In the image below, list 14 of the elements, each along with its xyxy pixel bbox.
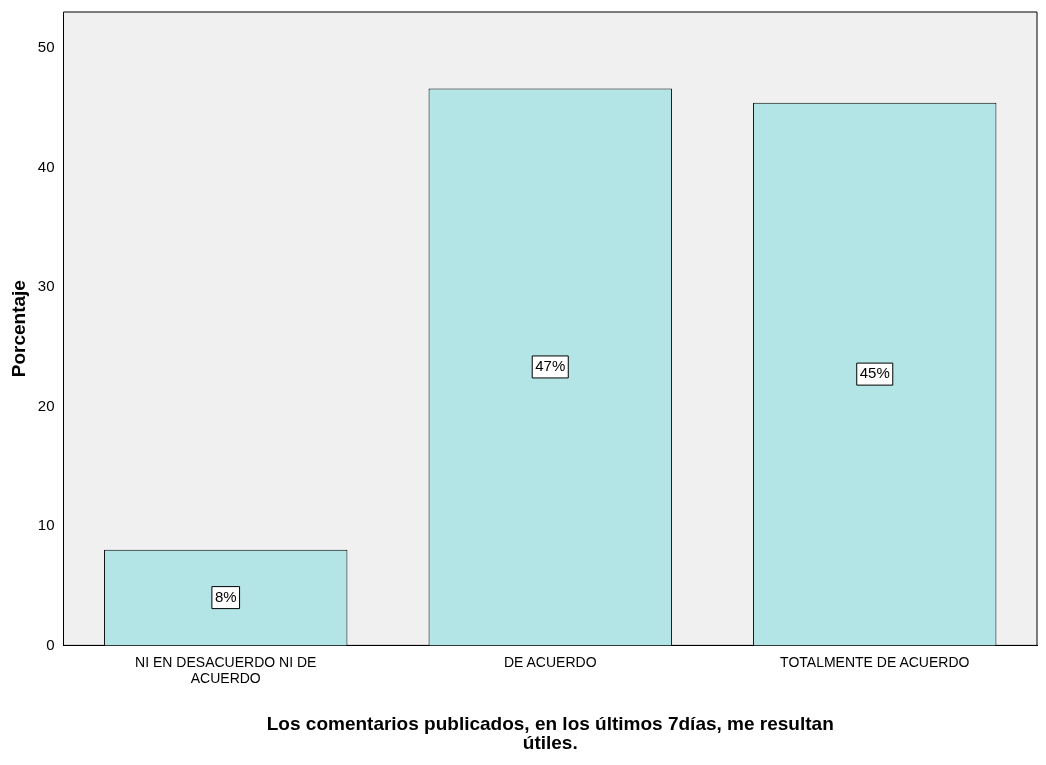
x-axis-title: Los comentarios publicados, en los últimos 7días, me resultan útiles. [266,712,834,753]
y-tick-label: 50 [37,37,55,55]
y-tick-label: 40 [37,157,55,175]
x-tick-label: TOTALMENTE DE ACUERDO [780,653,970,670]
y-tick-label: 30 [37,277,55,295]
x-tick-label: NI EN DESACUERDO NI DE ACUERDO [135,653,317,687]
y-axis-title: Porcentaje [7,280,29,378]
y-tick-label: 20 [37,396,55,414]
data-label: 8% [214,587,237,605]
x-tick-label: DE ACUERDO [503,653,597,670]
data-label: 45% [859,364,890,382]
y-tick-label: 0 [46,635,55,653]
data-label: 47% [535,357,566,375]
y-tick-label: 10 [37,516,55,534]
